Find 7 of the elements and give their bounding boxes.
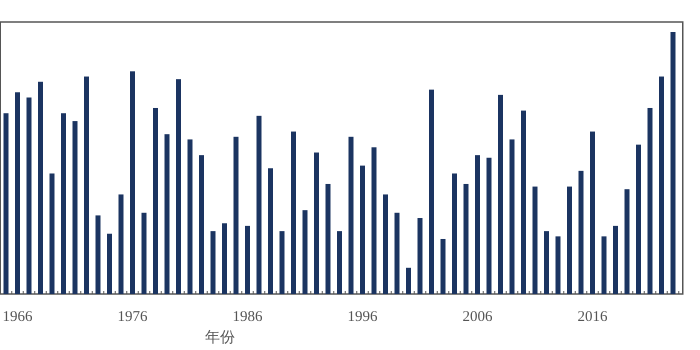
x-axis-title: 年份 [205, 329, 235, 346]
x-tick-label: 2006 [462, 309, 493, 325]
x-tick-label: 1986 [232, 309, 263, 325]
x-tick-label: 2016 [578, 309, 608, 325]
x-tick-label: 1966 [2, 309, 33, 325]
x-tick-label: 1996 [348, 309, 378, 325]
x-tick-label: 1976 [118, 309, 148, 325]
